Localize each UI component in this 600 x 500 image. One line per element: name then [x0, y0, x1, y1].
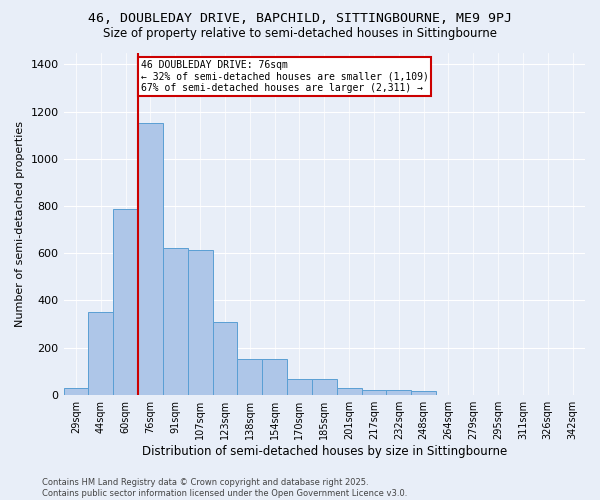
Bar — [411, 391, 436, 394]
Text: Size of property relative to semi-detached houses in Sittingbourne: Size of property relative to semi-detach… — [103, 28, 497, 40]
Bar — [287, 380, 312, 394]
Text: 46 DOUBLEDAY DRIVE: 76sqm
← 32% of semi-detached houses are smaller (1,109)
67% : 46 DOUBLEDAY DRIVE: 76sqm ← 32% of semi-… — [140, 60, 428, 93]
Bar — [386, 390, 411, 394]
Y-axis label: Number of semi-detached properties: Number of semi-detached properties — [15, 120, 25, 326]
Bar — [212, 322, 238, 394]
Bar — [312, 380, 337, 394]
Text: 46, DOUBLEDAY DRIVE, BAPCHILD, SITTINGBOURNE, ME9 9PJ: 46, DOUBLEDAY DRIVE, BAPCHILD, SITTINGBO… — [88, 12, 512, 26]
Bar — [113, 210, 138, 394]
Bar — [163, 248, 188, 394]
Bar — [262, 360, 287, 394]
Bar — [64, 388, 88, 394]
Bar — [362, 390, 386, 394]
Text: Contains HM Land Registry data © Crown copyright and database right 2025.
Contai: Contains HM Land Registry data © Crown c… — [42, 478, 407, 498]
Bar — [337, 388, 362, 394]
Bar — [88, 312, 113, 394]
Bar — [138, 124, 163, 394]
Bar — [188, 250, 212, 394]
X-axis label: Distribution of semi-detached houses by size in Sittingbourne: Distribution of semi-detached houses by … — [142, 444, 507, 458]
Bar — [238, 360, 262, 394]
